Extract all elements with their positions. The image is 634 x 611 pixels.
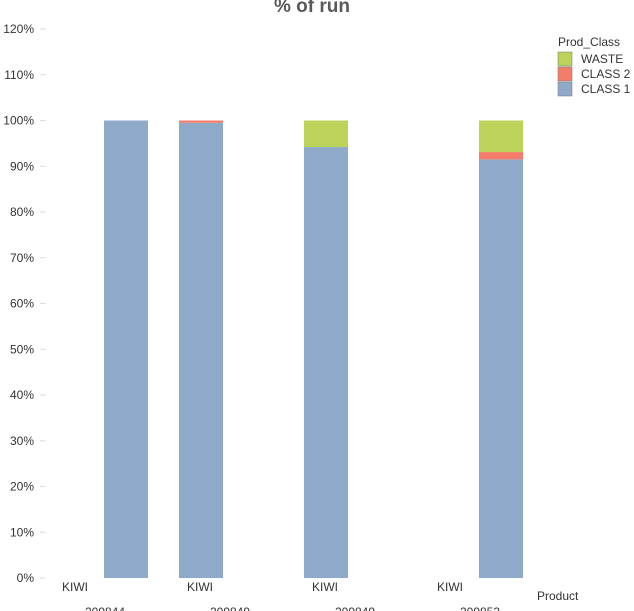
y-tick-label: 70% (10, 251, 34, 265)
y-tick-label: 10% (10, 525, 34, 539)
bar-class-1-3 (304, 147, 348, 578)
y-tick-label: 100% (3, 114, 34, 128)
y-tick-label: 80% (10, 205, 34, 219)
bar-waste-4 (479, 120, 523, 153)
legend-label: CLASS 1 (581, 82, 631, 96)
x-category-label: KIWI (62, 580, 88, 594)
legend-swatch-class-2 (557, 66, 573, 82)
y-tick-label: 60% (10, 297, 34, 311)
bars (104, 120, 523, 578)
bar-class-1-1 (104, 120, 148, 578)
bar-class-1-4 (479, 159, 523, 578)
legend-swatch-waste (557, 51, 573, 67)
y-tick-label: 110% (4, 68, 34, 82)
legend-swatch-class-1 (557, 81, 573, 97)
x-axis-title: Product (537, 589, 579, 603)
x-sub-label: 209853 (460, 605, 500, 611)
x-sub-label: 209849 (335, 605, 375, 611)
legend-title: Prod_Class (558, 35, 620, 49)
bar-class-2-4 (479, 152, 523, 160)
y-tick-label: 30% (10, 434, 34, 448)
bar-waste-3 (304, 120, 348, 148)
x-category-label: KIWI (312, 580, 338, 594)
bar-class-2-2 (179, 120, 223, 123)
chart-title: % of run (274, 0, 350, 17)
x-category-label: KIWI (437, 580, 463, 594)
legend-label: CLASS 2 (581, 67, 631, 81)
x-sub-label: 209844 (85, 605, 125, 611)
y-tick-label: 90% (10, 159, 34, 173)
x-category-label: KIWI (187, 580, 213, 594)
bar-class-1-2 (179, 122, 223, 578)
y-tick-label: 50% (10, 342, 34, 356)
y-tick-label: 20% (10, 480, 34, 494)
x-axis: KIWI 209844 KIWI 209849 KIWI 209849 KIWI 209853 (62, 580, 500, 611)
y-tick-label: 40% (10, 388, 34, 402)
y-tick-label: 0% (17, 571, 35, 585)
legend-label: WASTE (581, 52, 623, 66)
y-tick-label: 120% (3, 22, 34, 36)
y-axis: 0% 10% 20% 30% 40% 50% 60% 70% 80% 90% 100% 110% 120… (3, 22, 46, 585)
x-sub-label: 209849 (210, 605, 250, 611)
